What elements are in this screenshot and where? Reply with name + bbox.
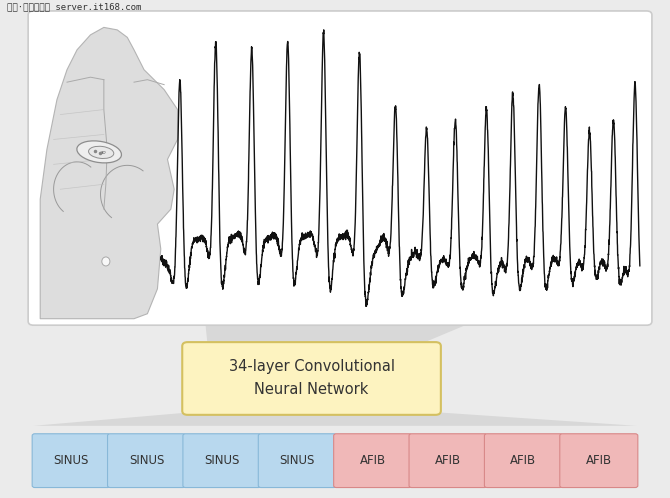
FancyBboxPatch shape (484, 434, 563, 488)
FancyBboxPatch shape (334, 434, 411, 488)
FancyBboxPatch shape (409, 434, 487, 488)
FancyBboxPatch shape (183, 434, 261, 488)
FancyBboxPatch shape (259, 434, 336, 488)
Ellipse shape (88, 146, 114, 158)
FancyBboxPatch shape (559, 434, 638, 488)
Ellipse shape (77, 141, 121, 163)
Polygon shape (205, 321, 475, 346)
Text: AFIB: AFIB (586, 454, 612, 467)
Text: SINUS: SINUS (204, 454, 240, 467)
FancyBboxPatch shape (28, 11, 652, 325)
Text: 你的·服务器频道 server.it168.com: 你的·服务器频道 server.it168.com (7, 2, 141, 11)
Text: AFIB: AFIB (435, 454, 461, 467)
Text: ao: ao (100, 150, 107, 155)
Text: Neural Network: Neural Network (255, 382, 368, 397)
Text: 34-layer Convolutional: 34-layer Convolutional (228, 359, 395, 374)
Text: AFIB: AFIB (360, 454, 386, 467)
Text: SINUS: SINUS (54, 454, 89, 467)
Polygon shape (40, 27, 178, 319)
FancyBboxPatch shape (107, 434, 186, 488)
FancyBboxPatch shape (32, 434, 110, 488)
Text: SINUS: SINUS (129, 454, 164, 467)
FancyBboxPatch shape (182, 342, 441, 415)
Text: SINUS: SINUS (279, 454, 315, 467)
Polygon shape (34, 411, 636, 426)
Text: AFIB: AFIB (511, 454, 537, 467)
Ellipse shape (102, 257, 110, 266)
